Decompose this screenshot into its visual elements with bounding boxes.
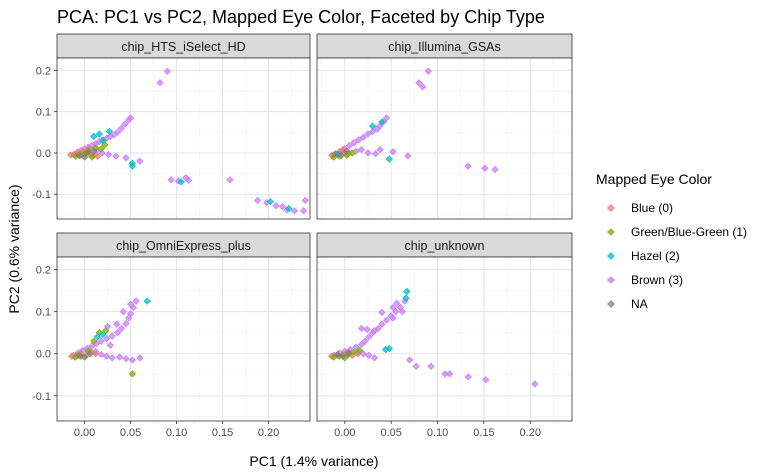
- facet-strip-label: chip_unknown: [405, 239, 485, 253]
- y-tick-label: -0.1: [32, 189, 51, 201]
- y-tick-label: 0.1: [36, 307, 51, 319]
- legend-key: [608, 229, 615, 236]
- x-tick-label: 0.20: [520, 427, 541, 439]
- y-tick-label: 0.1: [36, 107, 51, 119]
- legend-key: [608, 301, 615, 308]
- y-tick-label: 0.0: [36, 148, 51, 160]
- panel-background: [317, 257, 572, 421]
- legend-entry-label: Hazel (2): [631, 249, 680, 263]
- panel-background: [317, 58, 572, 219]
- x-tick-label: 0.00: [74, 427, 95, 439]
- x-tick-label: 0.15: [212, 427, 233, 439]
- x-tick-label: 0.20: [258, 427, 279, 439]
- facet-strip-label: chip_Illumina_GSAs: [388, 40, 501, 54]
- facet-panel: chip_Illumina_GSAs: [317, 34, 572, 219]
- x-tick-label: 0.15: [473, 427, 494, 439]
- facet-strip-label: chip_OmniExpress_plus: [116, 239, 251, 253]
- facet-strip-label: chip_HTS_iSelect_HD: [121, 40, 245, 54]
- x-tick-label: 0.05: [380, 427, 401, 439]
- legend-entry-label: Blue (0): [631, 201, 673, 215]
- legend-key: [608, 205, 615, 212]
- y-tick-label: 0.2: [36, 265, 51, 277]
- x-axis-title: PC1 (1.4% variance): [249, 453, 378, 469]
- x-tick-label: 0.00: [334, 427, 355, 439]
- legend-key: [608, 277, 615, 284]
- facet-grid: chip_HTS_iSelect_HD -0.1 0.0 0.1 0.2 chip_Ill…: [32, 34, 572, 439]
- legend-entry-label: Green/Blue-Green (1): [631, 225, 747, 239]
- facet-panel: chip_OmniExpress_plus -0.1 0.0 0.1 0.2 0.00 0.…: [32, 233, 310, 439]
- legend-key: [608, 253, 615, 260]
- legend-entry-label: NA: [631, 297, 648, 311]
- legend: Mapped Eye Color Blue (0) Green/Blue-Gree…: [596, 171, 747, 311]
- legend-title: Mapped Eye Color: [596, 171, 712, 187]
- y-tick-label: 0.2: [36, 65, 51, 77]
- x-tick-label: 0.10: [427, 427, 448, 439]
- y-axis-title: PC2 (0.6% variance): [6, 184, 22, 313]
- chart-title: PCA: PC1 vs PC2, Mapped Eye Color, Facet…: [57, 7, 545, 27]
- facet-panel: chip_HTS_iSelect_HD -0.1 0.0 0.1 0.2: [32, 34, 310, 219]
- y-tick-label: -0.1: [32, 391, 51, 403]
- y-tick-label: 0.0: [36, 349, 51, 361]
- legend-entry-label: Brown (3): [631, 273, 683, 287]
- facet-panel: chip_unknown 0.00 0.05 0.10 0.15 0.20: [317, 233, 572, 439]
- x-tick-label: 0.05: [120, 427, 141, 439]
- x-tick-label: 0.10: [166, 427, 187, 439]
